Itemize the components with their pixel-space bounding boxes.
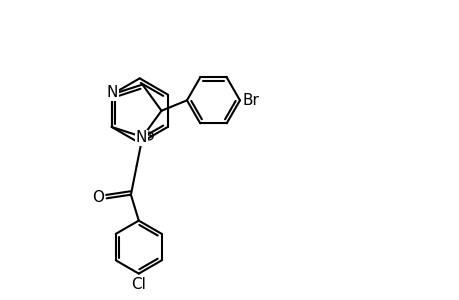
Text: N: N xyxy=(135,130,147,146)
Text: Cl: Cl xyxy=(131,277,146,292)
Text: Br: Br xyxy=(242,93,259,108)
Text: O: O xyxy=(91,190,103,205)
Text: +: + xyxy=(145,131,153,140)
Text: N: N xyxy=(106,85,118,100)
